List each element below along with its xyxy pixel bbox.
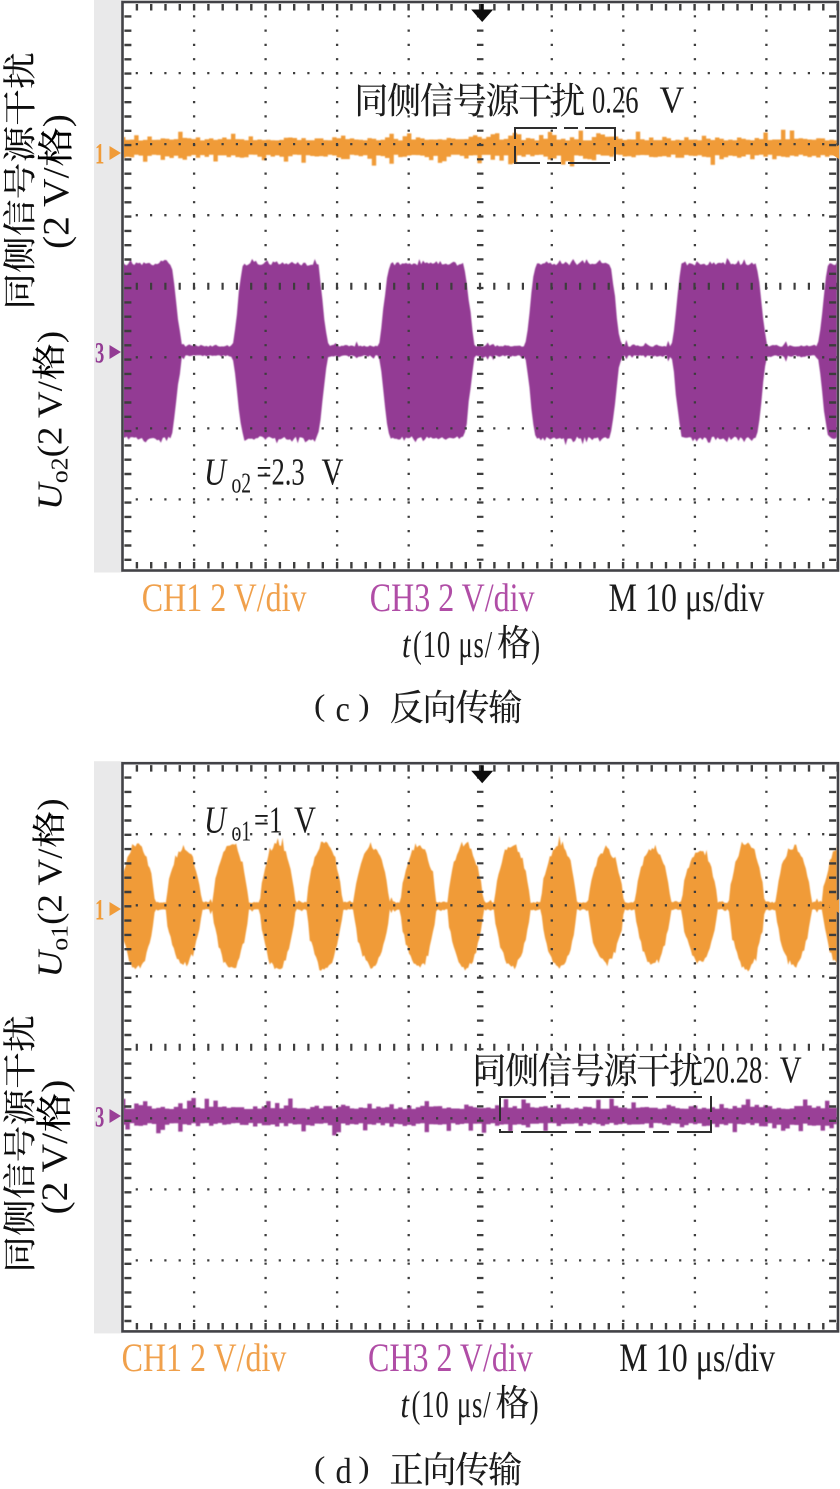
svg-text:CH1 2 V/div: CH1 2 V/div <box>142 576 308 620</box>
svg-text:1: 1 <box>95 138 104 170</box>
svg-text:20.28: 20.28 <box>703 1050 763 1092</box>
svg-text:V: V <box>660 79 685 121</box>
svg-text:d: d <box>336 1452 352 1489</box>
svg-text:M 10 μs/div: M 10 μs/div <box>609 576 766 620</box>
svg-text:(2 V/: (2 V/ <box>31 381 70 457</box>
svg-text:t: t <box>401 1384 411 1426</box>
svg-text:(10 μs/: (10 μs/ <box>412 1385 492 1427</box>
svg-text:): ) <box>530 1385 539 1427</box>
svg-text:M 10 μs/div: M 10 μs/div <box>619 1336 776 1380</box>
svg-text:): ) <box>31 798 70 810</box>
svg-text:3: 3 <box>95 337 104 369</box>
svg-text:1: 1 <box>95 894 104 926</box>
svg-text:V: V <box>294 799 316 841</box>
svg-text:o2: o2 <box>232 468 252 499</box>
svg-text:U: U <box>31 949 70 978</box>
svg-text:=1: =1 <box>254 800 282 842</box>
svg-text:): ) <box>37 114 77 127</box>
svg-text:=2.3: =2.3 <box>257 452 305 494</box>
svg-text:o2: o2 <box>47 457 73 483</box>
svg-text:0.26: 0.26 <box>592 80 639 122</box>
svg-text:(2 V/: (2 V/ <box>35 1133 75 1215</box>
svg-text:o1: o1 <box>232 816 252 847</box>
svg-text:3: 3 <box>95 1101 104 1133</box>
svg-text:(2 V/: (2 V/ <box>31 848 70 924</box>
svg-text:): ) <box>35 1080 75 1093</box>
svg-text:(: ( <box>314 689 325 723</box>
svg-text:(: ( <box>314 1451 325 1485</box>
svg-text:(10 μs/: (10 μs/ <box>413 625 493 667</box>
svg-text:CH1 2 V/div: CH1 2 V/div <box>122 1336 288 1380</box>
svg-text:U: U <box>31 481 70 510</box>
svg-text:U: U <box>204 799 228 841</box>
svg-text:CH3 2 V/div: CH3 2 V/div <box>368 1336 534 1380</box>
svg-text:U: U <box>204 451 228 493</box>
svg-text:V: V <box>322 451 344 493</box>
svg-text:): ) <box>31 331 70 343</box>
svg-text:CH3 2 V/div: CH3 2 V/div <box>370 576 536 620</box>
svg-text:): ) <box>531 625 540 667</box>
svg-text:): ) <box>358 689 369 723</box>
svg-text:t: t <box>402 624 412 666</box>
svg-text:): ) <box>358 1451 369 1485</box>
svg-text:V: V <box>780 1049 802 1091</box>
svg-text:o1: o1 <box>47 925 73 951</box>
svg-text:(2 V/: (2 V/ <box>37 167 77 249</box>
svg-text:c: c <box>336 689 350 729</box>
